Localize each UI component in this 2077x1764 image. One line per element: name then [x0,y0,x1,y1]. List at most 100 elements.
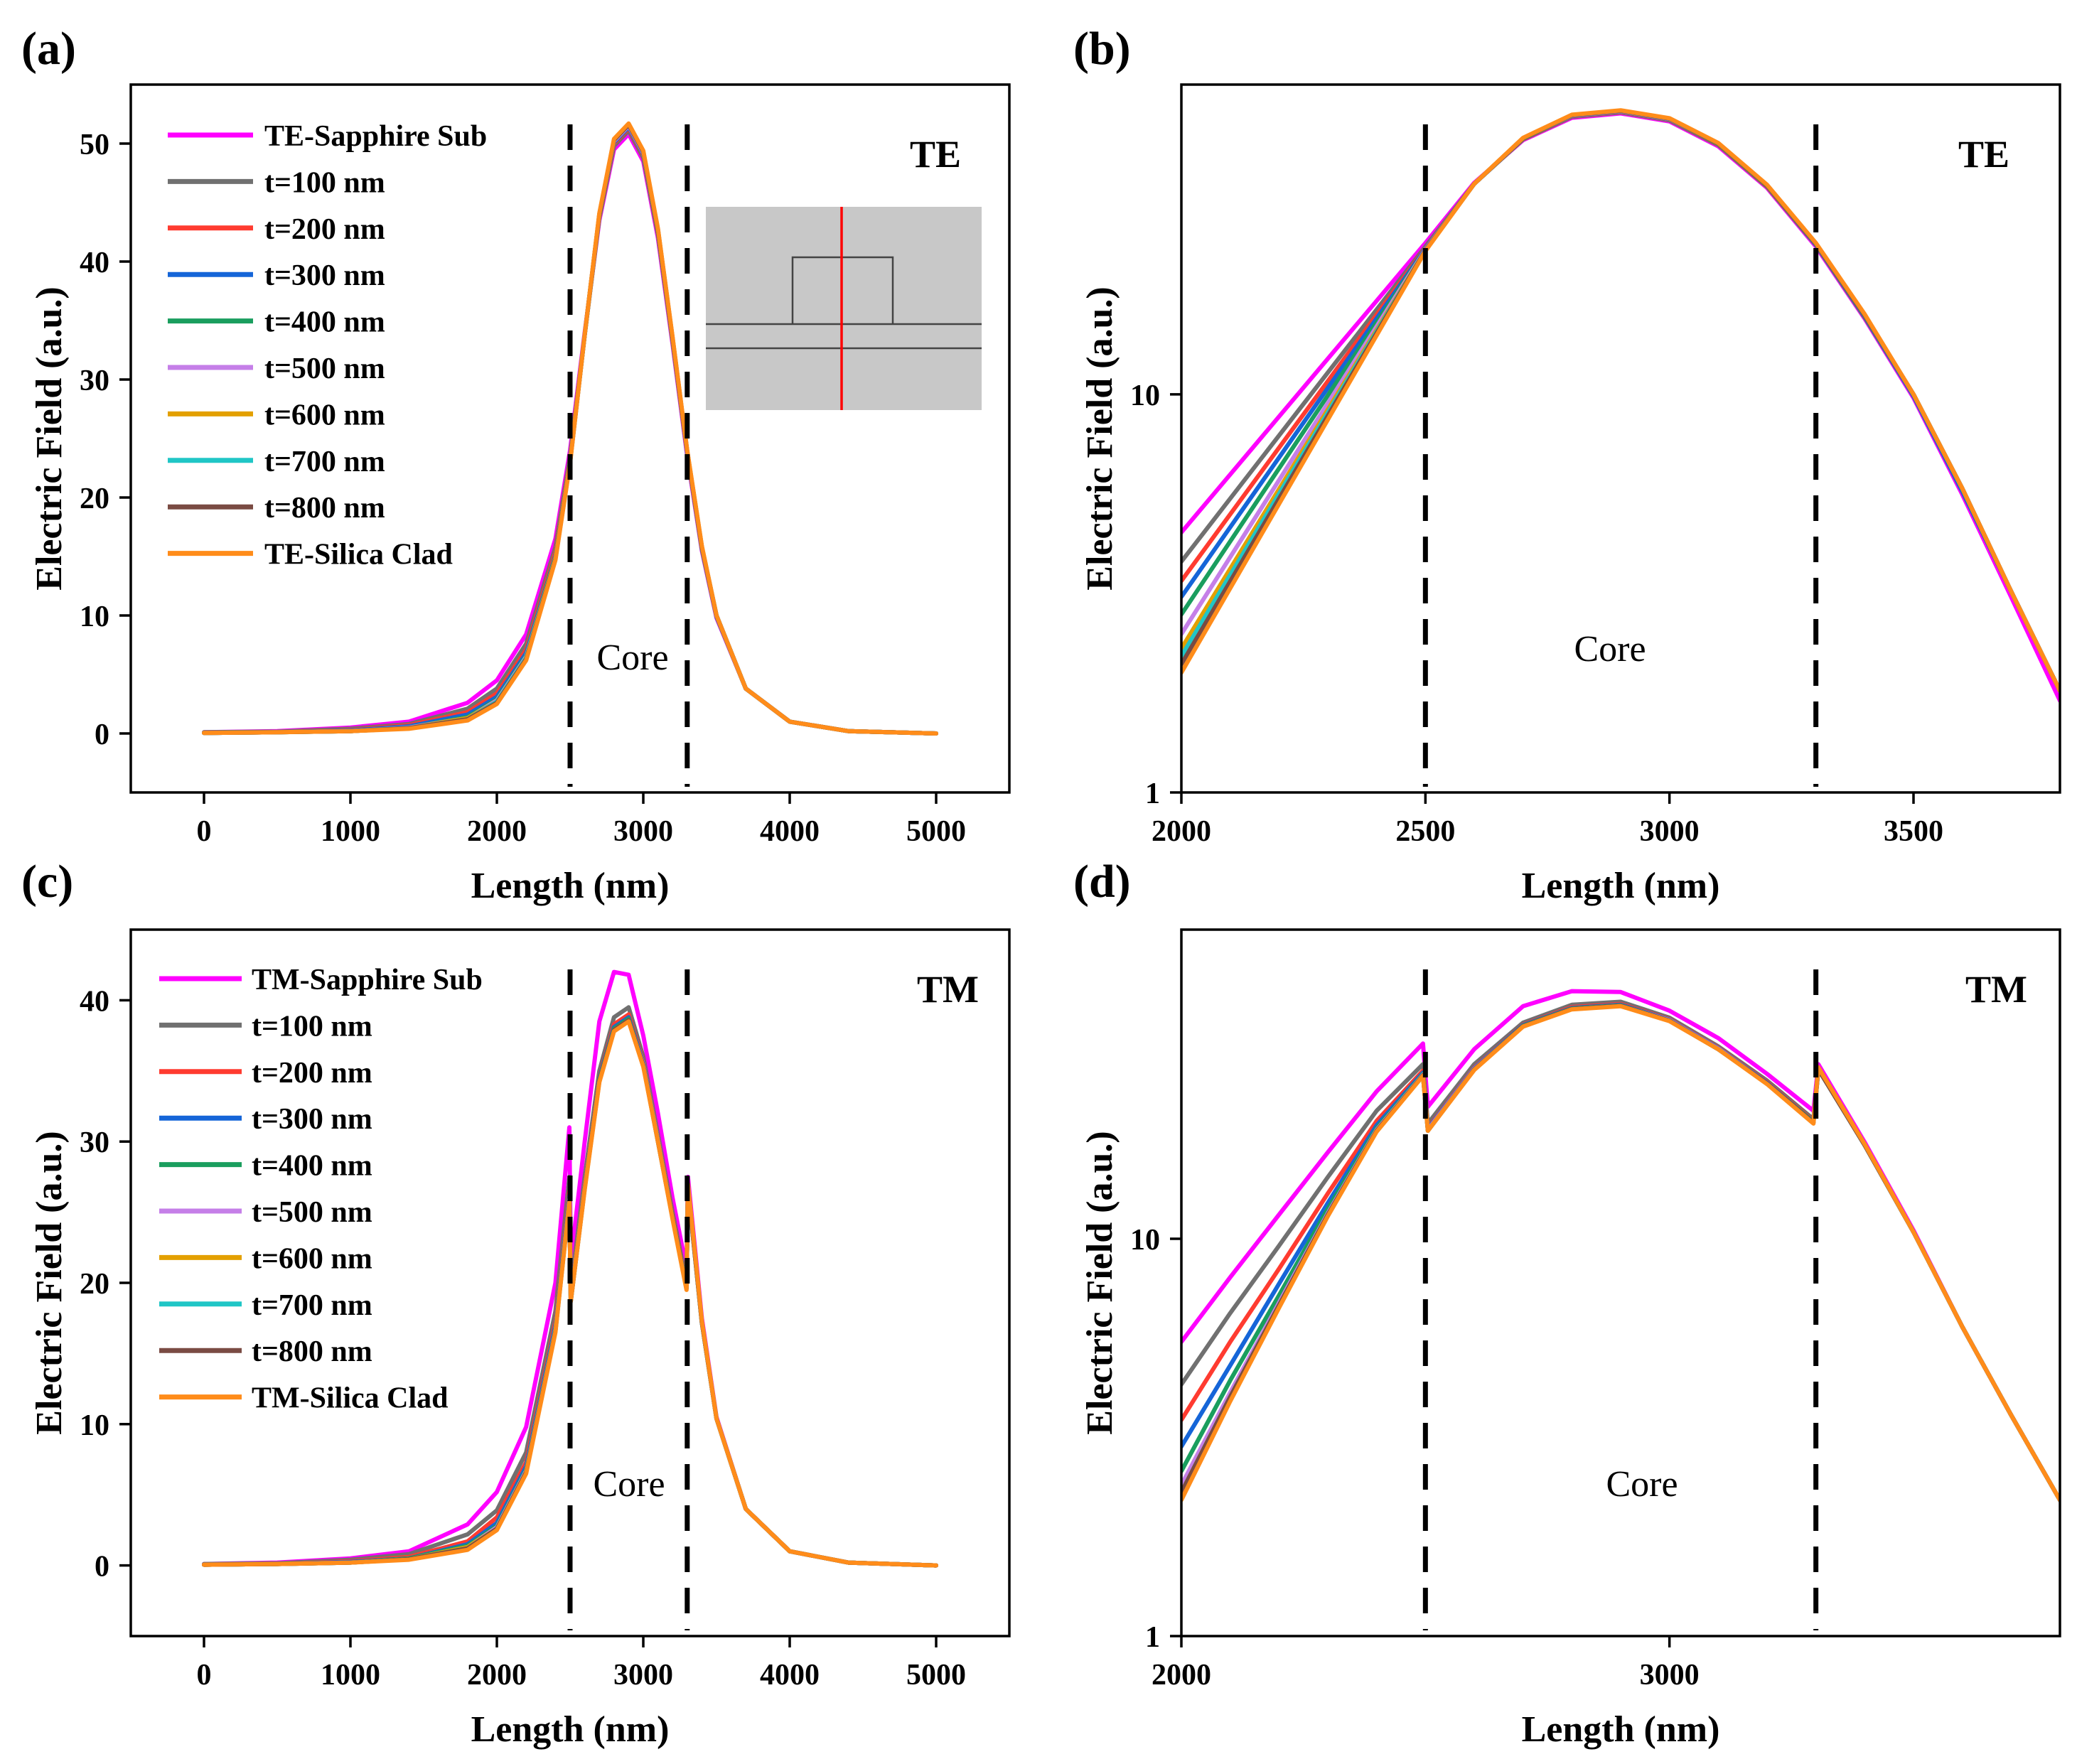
mode-label: TE [1958,133,2009,176]
core-label: Core [1574,629,1646,669]
legend-label: t=800 nm [264,492,385,525]
y-tick-label: 50 [80,129,109,161]
y-tick-label: 10 [80,601,109,633]
panel-label: (d) [1073,856,1131,908]
mode-label: TE [910,133,961,176]
x-tick-label: 2500 [1395,815,1455,848]
series-group [202,969,938,1568]
series-line-8 [1181,1004,2060,1502]
y-tick-label: 20 [80,1268,109,1301]
x-tick-label: 3500 [1884,815,1943,848]
series-line-3 [1181,109,2060,693]
legend-label: t=300 nm [264,259,385,292]
y-axis-label: Electric Field (a.u.) [29,1131,70,1434]
panel-a: (a) 0 1000 2000 3000 4000 5000 0 10 20 30 40 50 Lengt… [21,23,1011,906]
x-axis-label: Length (nm) [471,866,670,906]
y-tick-label: 10 [80,1409,109,1442]
x-tick-label: 2000 [467,1659,527,1692]
core-label: Core [1606,1464,1678,1505]
y-axis-label: Electric Field (a.u.) [1080,1131,1120,1434]
x-axis-label: Length (nm) [1522,866,1720,906]
plot-frame [1180,928,2061,1637]
legend: TM-Sapphire Sub t=100 nm t=200 nm t=300 nm t… [159,964,483,1415]
inset-waveguide-schematic [706,207,982,410]
y-tick-label: 30 [80,365,109,397]
legend-label: t=800 nm [252,1335,372,1368]
x-tick-label: 2000 [467,815,527,848]
series-line-5 [1181,1003,2060,1502]
legend-label: TE-Silica Clad [264,539,453,571]
x-axis-label: Length (nm) [1522,1709,1720,1750]
legend-label: t=400 nm [264,306,385,339]
legend-label: t=200 nm [264,213,385,246]
y-tick-label: 20 [80,483,109,515]
x-tick-label: 5000 [906,1659,966,1692]
y-axis-label: Electric Field (a.u.) [1080,286,1120,590]
y-tick-label: 0 [95,719,109,751]
core-label: Core [596,638,668,678]
legend-label: t=600 nm [264,399,385,431]
y-tick-label: 1 [1145,778,1160,810]
panel-label: (c) [21,856,73,908]
inset-background [706,207,982,410]
legend-label: TM-Silica Clad [252,1382,449,1415]
series-line-7 [1181,1004,2060,1502]
x-tick-label: 2000 [1152,815,1211,848]
x-tick-label: 5000 [906,815,966,848]
legend-label: TE-Sapphire Sub [264,120,487,153]
panel-d: (d) 2000 3000 1 10 Length (nm) Electric Field … [1073,856,2061,1750]
legend-label: t=200 nm [252,1057,372,1090]
y-tick-label: 1 [1145,1621,1160,1654]
legend-label: t=300 nm [252,1103,372,1136]
x-tick-label: 3000 [613,1659,673,1692]
legend-label: t=100 nm [252,1010,372,1043]
panel-label: (a) [21,23,76,75]
series-line-6 [1181,1004,2060,1502]
mode-label: TM [1965,968,2027,1011]
series-line-10 [1181,1004,2060,1502]
series-line-4 [1181,1002,2060,1502]
series-group [1181,989,2060,1502]
mode-label: TM [917,968,979,1011]
y-axis-label: Electric Field (a.u.) [29,286,70,590]
x-tick-label: 4000 [760,1659,820,1692]
x-axis-label: Length (nm) [471,1709,670,1750]
y-tick-label: 10 [1130,1224,1160,1257]
x-tick-label: 3000 [1640,1659,1700,1692]
x-tick-label: 0 [197,1659,212,1692]
y-tick-label: 0 [95,1551,109,1583]
x-tick-label: 3000 [613,815,673,848]
legend-label: t=500 nm [252,1196,372,1229]
series-line-10 [1181,108,2060,693]
series-group [202,121,938,736]
legend-label: TM-Sapphire Sub [252,964,483,996]
y-tick-label: 40 [80,985,109,1018]
x-tick-label: 4000 [760,815,820,848]
legend-label: t=600 nm [252,1242,372,1275]
legend-label: t=100 nm [264,166,385,199]
x-tick-label: 0 [197,815,212,848]
legend-label: t=400 nm [252,1150,372,1183]
x-tick-label: 1000 [321,815,380,848]
y-tick-label: 40 [80,247,109,279]
y-tick-label: 10 [1130,380,1160,412]
legend: TE-Sapphire Sub t=100 nm t=200 nm t=300 nm t… [168,120,487,571]
x-tick-label: 2000 [1152,1659,1211,1692]
legend-label: t=500 nm [264,353,385,385]
plot-frame [1180,83,2061,794]
y-tick-label: 30 [80,1126,109,1159]
panel-b: (b) 2000 2500 3000 3500 1 10 Length (nm) Electri… [1073,23,2061,906]
series-line-10 [202,121,938,736]
legend-label: t=700 nm [264,446,385,478]
x-tick-label: 1000 [321,1659,380,1692]
legend-label: t=700 nm [252,1289,372,1322]
plot-frame [129,83,1011,794]
panel-c: (c) 0 1000 2000 3000 4000 5000 0 10 20 30 40 Length … [21,856,1011,1750]
x-tick-label: 3000 [1640,815,1700,848]
series-group [1181,108,2060,703]
series-line-10 [202,1019,938,1568]
series-line-3 [1181,1001,2060,1502]
series-line-2 [1181,999,2060,1502]
series-line-9 [1181,1004,2060,1502]
